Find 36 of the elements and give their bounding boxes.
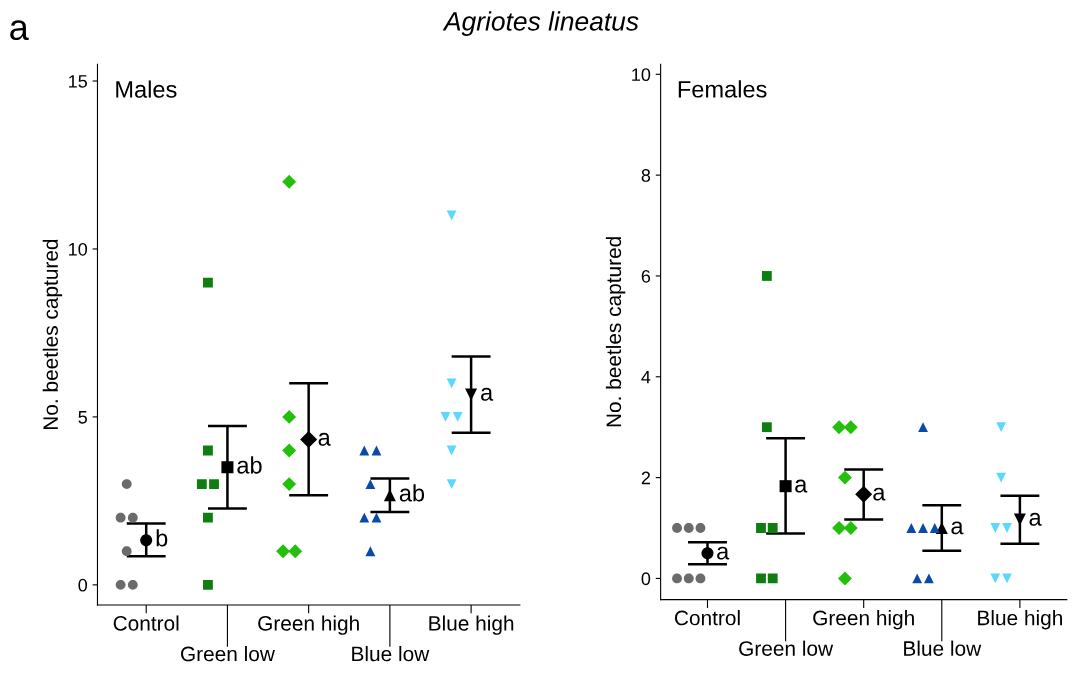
y-tick-label: 0	[78, 578, 88, 592]
annotation: a	[1029, 512, 1042, 526]
text: a	[10, 20, 29, 41]
annotation: a	[873, 487, 886, 501]
annotation: ab	[237, 456, 262, 474]
y-tick-label: 10	[632, 68, 651, 82]
annotation: a	[795, 479, 808, 493]
y-tick-label: 4	[641, 370, 651, 384]
y-axis-title: No. beetles captured	[42, 239, 63, 430]
text: Males	[116, 80, 177, 98]
y-tick-label: 10	[69, 242, 88, 256]
y-tick-label: 8	[641, 169, 651, 182]
x-tick-label: Green high	[813, 610, 914, 630]
x-tick-label: Blue high	[429, 615, 514, 635]
annotation: a	[951, 521, 964, 535]
annotation: b	[156, 529, 168, 547]
text: Females	[678, 80, 767, 98]
x-tick-label: Green high	[258, 615, 359, 635]
annotation: a	[717, 546, 730, 560]
chart-title: Agriotes lineatus	[442, 11, 639, 36]
annotation: ab	[399, 484, 425, 502]
x-tick-label: Green low	[181, 645, 275, 662]
x-tick-label: Control	[113, 615, 179, 631]
annotation: a	[318, 432, 331, 446]
x-tick-label: Blue high	[978, 610, 1062, 630]
x-tick-label: Control	[674, 610, 740, 626]
y-tick-label: 15	[69, 75, 87, 88]
y-tick-label: 6	[641, 269, 651, 283]
x-tick-label: Green low	[739, 640, 834, 656]
x-tick-label: Blue low	[904, 640, 982, 656]
x-tick-label: Blue low	[352, 645, 430, 662]
annotation: a	[481, 387, 494, 401]
y-tick-label: 2	[641, 471, 650, 485]
y-axis-title: No. beetles captured	[605, 237, 626, 427]
y-tick-label: 5	[78, 411, 87, 424]
y-tick-label: 0	[641, 572, 651, 586]
